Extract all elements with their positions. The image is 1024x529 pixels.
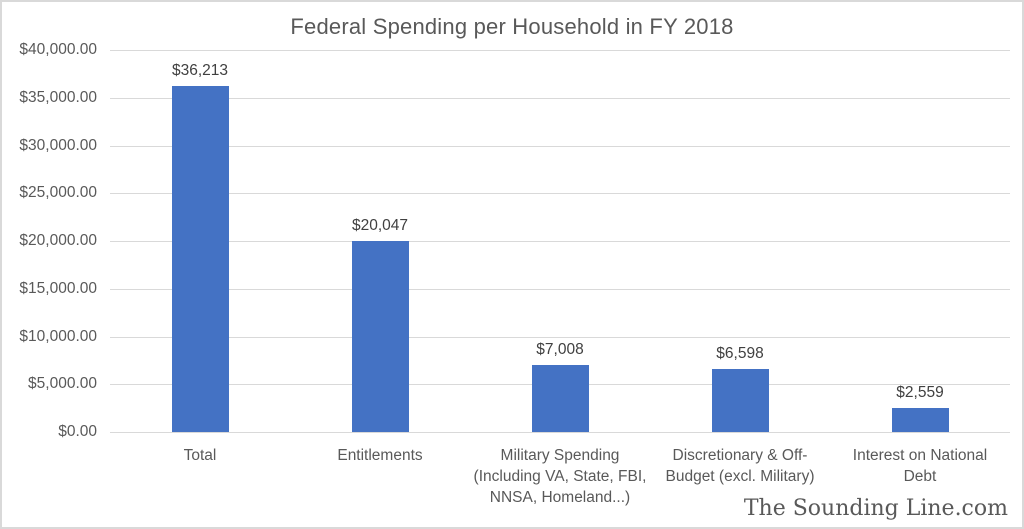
- x-tick-label-line: Entitlements: [337, 447, 423, 464]
- y-tick-label: $10,000.00: [19, 327, 97, 345]
- x-tick-label-line: Budget (excl. Military): [665, 468, 815, 485]
- x-tick-label-line: Military Spending: [500, 447, 620, 464]
- y-tick-label: $30,000.00: [19, 136, 97, 154]
- data-label-3: $7,008: [536, 341, 584, 359]
- x-tick-label-2: Entitlements: [337, 445, 422, 466]
- gridline: [110, 97, 1010, 99]
- x-tick-label-4: Discretionary & Off- Budget (excl. Milita…: [665, 445, 814, 487]
- data-label-5: $2,559: [896, 383, 944, 401]
- watermark: The Sounding Line.com: [743, 496, 1008, 521]
- gridline: [110, 241, 1010, 242]
- bar-5: [891, 407, 949, 432]
- x-tick-label-line: NNSA, Homeland...): [489, 489, 631, 506]
- y-tick-label: $20,000.00: [19, 232, 97, 249]
- bar-2: [351, 240, 409, 432]
- x-tick-label-1: Total: [184, 445, 217, 466]
- y-tick-label: $35,000.00: [19, 88, 97, 106]
- y-tick-label: $25,000.00: [19, 184, 97, 202]
- data-label-4: $6,598: [716, 344, 764, 362]
- bar-4: [711, 369, 769, 432]
- y-tick-label: $0.00: [58, 423, 97, 440]
- x-tick-label-line: Debt: [903, 468, 937, 485]
- y-tick-label: $15,000.00: [19, 279, 97, 297]
- chart-title: Federal Spending per Household in FY 201…: [290, 14, 734, 39]
- y-tick-label: $5,000.00: [28, 375, 97, 393]
- x-tick-label-line: Interest on National: [852, 447, 988, 464]
- data-label-2: $20,047: [351, 216, 409, 234]
- x-tick-label-line: (Including VA, State, FBI,: [473, 468, 647, 485]
- plot-area: [110, 50, 1010, 432]
- bar-1: [171, 86, 229, 432]
- gridline: [110, 50, 1010, 51]
- x-tick-label-line: Discretionary & Off-: [672, 447, 808, 464]
- x-tick-label-line: Total: [183, 447, 217, 464]
- gridline: [110, 145, 1010, 147]
- x-tick-label-5: Interest on National Debt: [853, 445, 987, 487]
- gridline: [110, 288, 1010, 290]
- data-label-1: $36,213: [171, 62, 229, 80]
- x-tick-label-3: Military Spending (Including VA, State, F…: [474, 445, 647, 508]
- bar-3: [531, 365, 589, 432]
- gridline: [110, 336, 1010, 338]
- gridline: [110, 193, 1010, 195]
- y-tick-label: $40,000.00: [19, 41, 97, 58]
- x-axis-line: [110, 432, 1010, 433]
